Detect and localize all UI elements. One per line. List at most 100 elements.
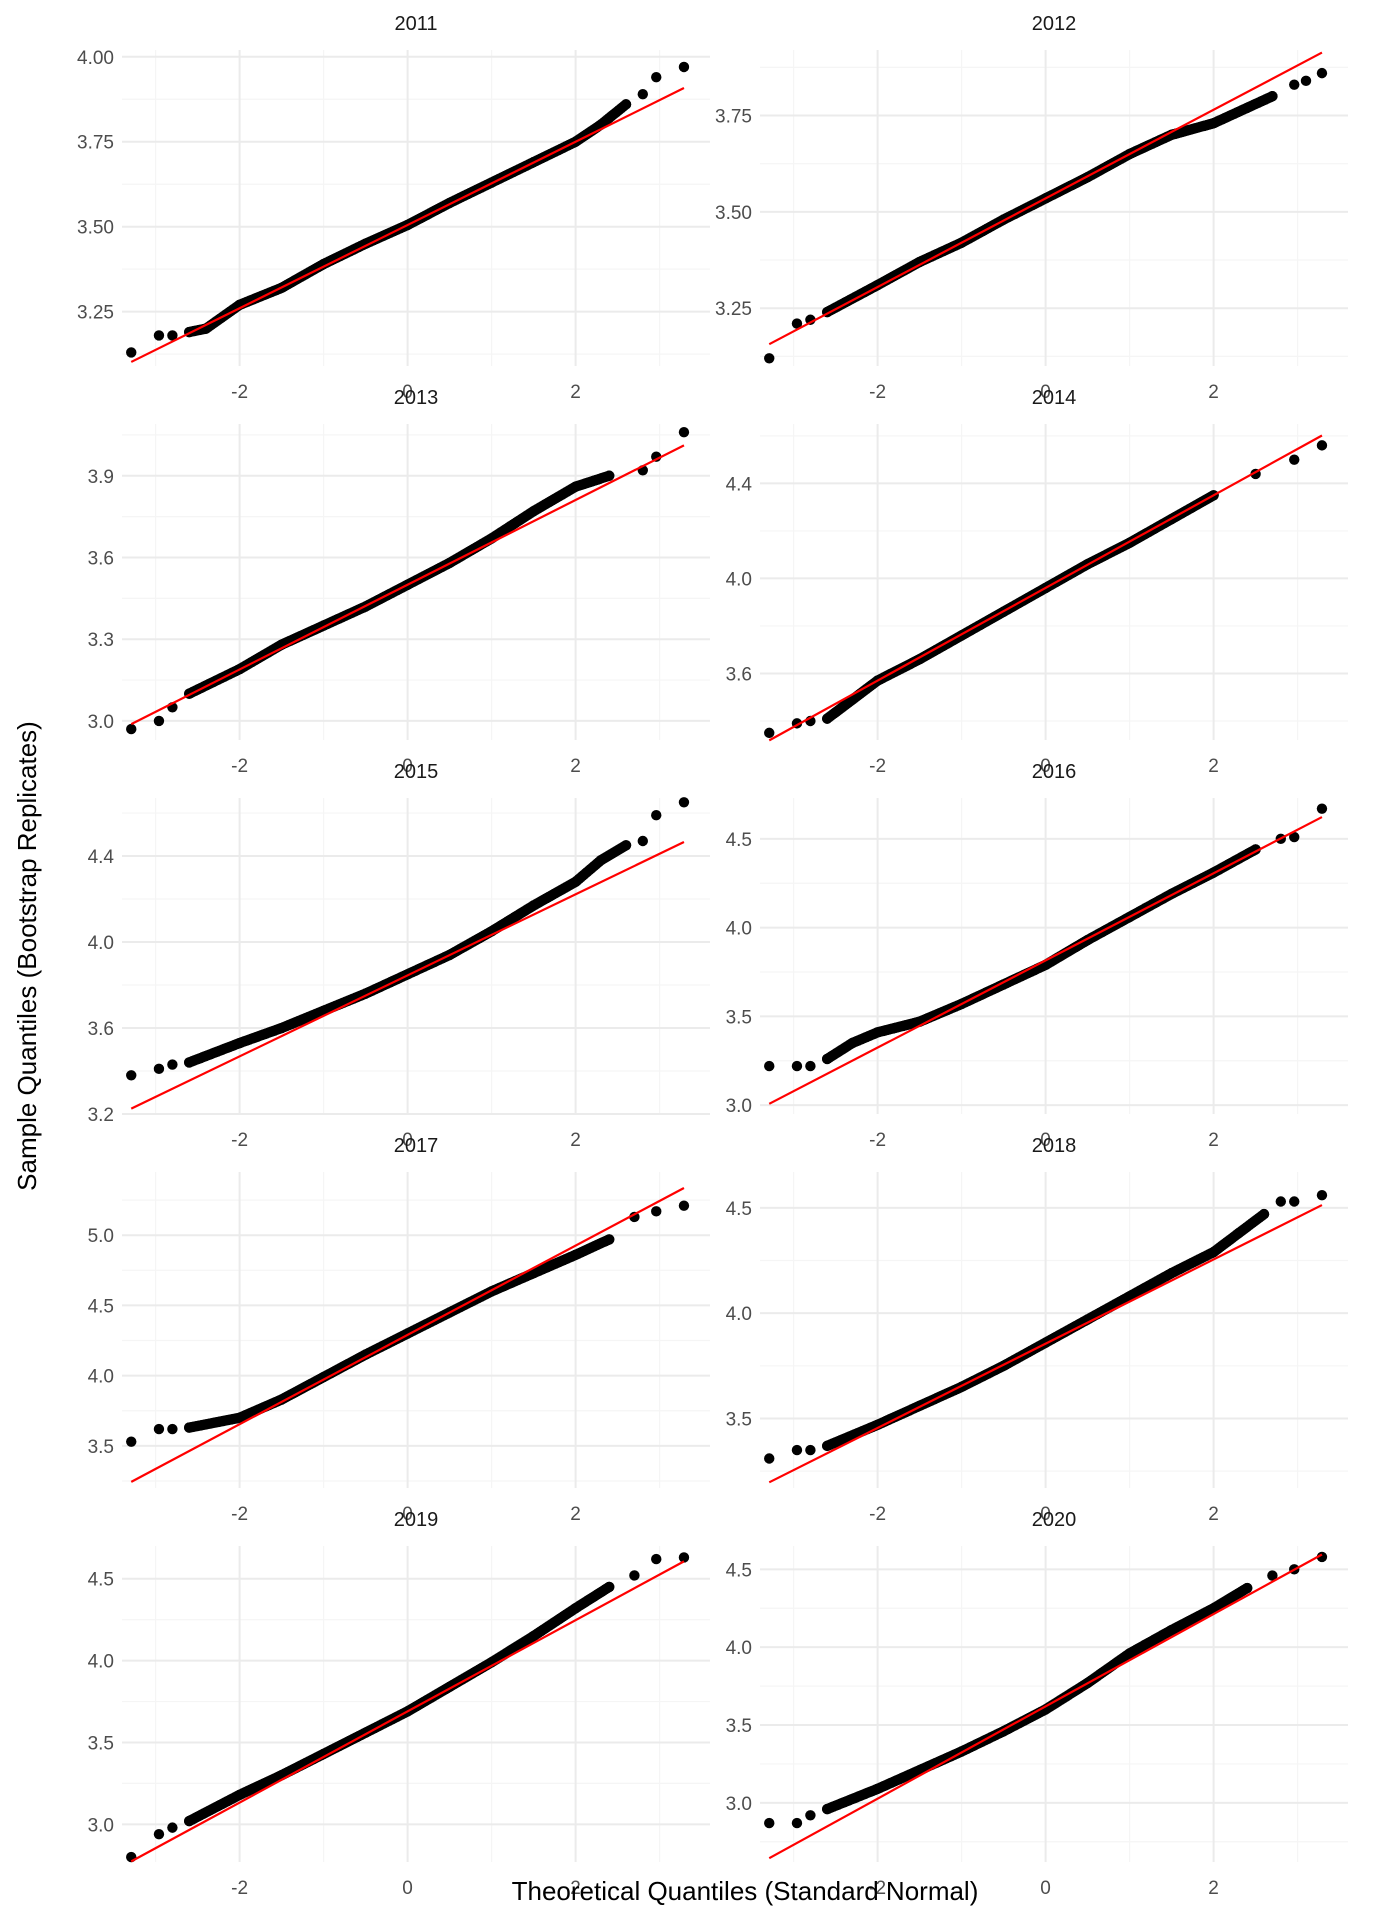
data-point bbox=[914, 1764, 925, 1776]
data-point bbox=[234, 1037, 245, 1049]
y-tick-label: 3.25 bbox=[77, 303, 114, 324]
data-point bbox=[1300, 75, 1312, 87]
y-tick-label: 3.0 bbox=[88, 1815, 114, 1836]
panel-title: 2015 bbox=[394, 761, 439, 783]
data-point bbox=[1275, 1196, 1287, 1207]
data-point bbox=[167, 1059, 178, 1070]
data-point bbox=[184, 1815, 195, 1827]
y-tick-label: 3.5 bbox=[88, 1733, 114, 1754]
data-point bbox=[234, 1789, 245, 1801]
x-tick-label: 0 bbox=[1040, 1504, 1051, 1525]
y-tick-label: 3.6 bbox=[88, 1019, 114, 1040]
data-point bbox=[651, 1206, 662, 1217]
data-point bbox=[847, 1037, 858, 1049]
x-tick-label: -2 bbox=[231, 1504, 248, 1525]
data-point bbox=[1166, 1267, 1177, 1279]
panel-title: 2012 bbox=[1032, 13, 1077, 35]
data-point bbox=[167, 1423, 178, 1435]
data-point bbox=[126, 723, 137, 735]
grid-lines bbox=[760, 798, 1348, 1114]
grid-lines bbox=[122, 798, 710, 1115]
data-point bbox=[1267, 91, 1278, 102]
y-tick-label: 4.0 bbox=[726, 569, 752, 590]
grid-lines bbox=[122, 1172, 710, 1488]
data-point bbox=[167, 330, 178, 341]
data-point bbox=[1289, 454, 1300, 465]
data-point bbox=[805, 1060, 816, 1072]
data-point bbox=[764, 353, 775, 364]
reference-line bbox=[130, 1560, 685, 1863]
data-point bbox=[791, 318, 803, 329]
data-point bbox=[822, 713, 833, 724]
panel-2011: 2011 3.25 3.50 3.75 4.00 -2 0 2 bbox=[77, 13, 710, 403]
x-tick-label: 2 bbox=[570, 1878, 581, 1899]
data-point bbox=[126, 1070, 137, 1081]
data-point bbox=[872, 1027, 883, 1038]
panel-title: 2018 bbox=[1032, 1135, 1077, 1157]
x-tick-label: 0 bbox=[1040, 1130, 1051, 1151]
x-tick-label: 2 bbox=[1208, 1130, 1219, 1151]
panel-2013: 2013 3.0 3.3 3.6 3.9 -2 0 2 bbox=[88, 387, 710, 777]
data-point bbox=[620, 99, 632, 110]
panel-title: 2016 bbox=[1032, 761, 1077, 783]
reference-line bbox=[768, 1204, 1323, 1484]
y-tick-label: 3.0 bbox=[88, 712, 114, 733]
y-tick-label: 4.0 bbox=[726, 1638, 752, 1659]
data-point bbox=[822, 1440, 833, 1452]
data-point bbox=[1289, 1196, 1300, 1207]
data-point bbox=[1124, 1291, 1135, 1302]
data-point bbox=[1289, 79, 1300, 90]
reference-line bbox=[768, 51, 1323, 346]
data-point bbox=[1233, 1227, 1245, 1239]
data-point bbox=[1124, 1648, 1135, 1659]
x-tick-label: -2 bbox=[231, 1130, 248, 1151]
y-tick-label: 3.5 bbox=[726, 1007, 752, 1028]
data-point bbox=[822, 1053, 833, 1065]
data-point bbox=[637, 88, 648, 100]
data-point bbox=[1316, 440, 1328, 451]
x-tick-label: 2 bbox=[570, 382, 581, 403]
data-point bbox=[1316, 67, 1328, 79]
data-point bbox=[1316, 803, 1328, 814]
grid-lines bbox=[760, 50, 1348, 366]
data-point bbox=[651, 451, 662, 462]
data-point bbox=[678, 1552, 690, 1563]
y-tick-label: 3.0 bbox=[726, 1096, 752, 1117]
panel-2015: 2015 3.2 3.6 4.0 4.4 -2 0 2 bbox=[88, 761, 710, 1151]
data-point bbox=[1208, 118, 1219, 129]
y-tick-label: 4.5 bbox=[726, 1560, 752, 1581]
data-point bbox=[1166, 1624, 1177, 1636]
y-tick-label: 3.5 bbox=[88, 1437, 114, 1458]
reference-line bbox=[130, 444, 685, 726]
x-axis-title: Theoretical Quantiles (Standard Normal) bbox=[512, 1876, 979, 1906]
data-point bbox=[528, 1630, 539, 1642]
panel-2017: 2017 3.5 4.0 4.5 5.0 -2 0 2 bbox=[88, 1135, 710, 1525]
y-tick-label: 3.5 bbox=[726, 1716, 752, 1737]
x-tick-label: -2 bbox=[869, 1130, 886, 1151]
y-tick-label: 3.50 bbox=[715, 203, 752, 224]
y-tick-label: 4.5 bbox=[88, 1296, 114, 1317]
reference-line bbox=[130, 87, 685, 363]
y-tick-label: 3.6 bbox=[726, 664, 752, 685]
x-tick-label: -2 bbox=[869, 1504, 886, 1525]
x-tick-label: 2 bbox=[1208, 382, 1219, 403]
data-point bbox=[184, 1057, 195, 1068]
data-point bbox=[678, 797, 690, 808]
x-tick-label: -2 bbox=[869, 1878, 886, 1899]
data-point bbox=[651, 71, 662, 83]
grid-lines bbox=[122, 50, 710, 366]
data-point bbox=[1208, 1246, 1219, 1258]
reference-line bbox=[768, 816, 1323, 1105]
data-point bbox=[318, 1371, 329, 1383]
x-tick-label: 0 bbox=[402, 756, 413, 777]
data-point bbox=[764, 1060, 775, 1072]
x-tick-label: 0 bbox=[402, 1878, 413, 1899]
panel-title: 2014 bbox=[1032, 387, 1077, 409]
x-tick-label: 2 bbox=[1208, 1878, 1219, 1899]
y-tick-label: 4.0 bbox=[88, 933, 114, 954]
data-point bbox=[764, 727, 775, 739]
reference-line bbox=[130, 1187, 685, 1483]
y-tick-label: 4.0 bbox=[726, 919, 752, 940]
